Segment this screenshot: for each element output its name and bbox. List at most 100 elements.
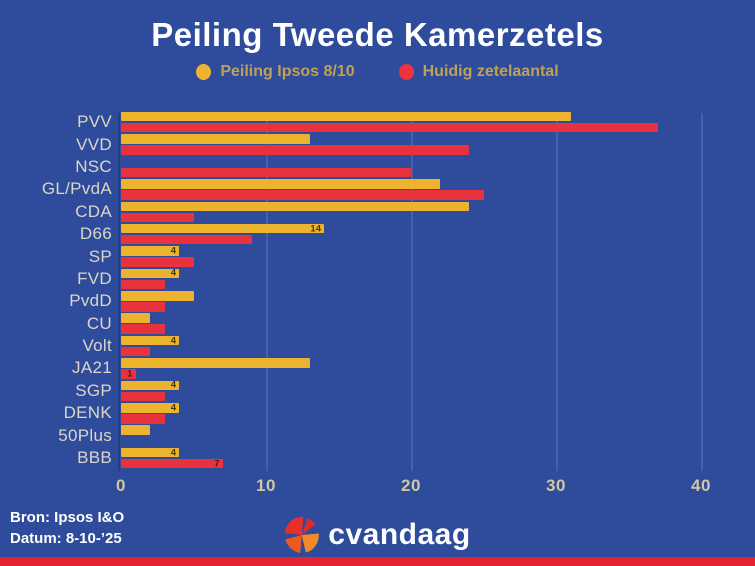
poll-bar-SGP: 4 xyxy=(121,381,179,391)
bar-value-label: 4 xyxy=(170,402,176,414)
poll-bar-DENK: 4 xyxy=(121,403,179,413)
poll-bar-FVD: 4 xyxy=(121,269,179,279)
poll-bar-PvdD xyxy=(121,291,194,301)
poll-bar-VVD xyxy=(121,134,310,144)
seat-bar-CU xyxy=(121,324,165,334)
source-text: Bron: Ipsos I&O xyxy=(10,509,125,526)
bar-group xyxy=(121,201,755,223)
chart-row-VVD: VVD xyxy=(0,133,755,155)
chart-row-JA21: JA21 1 xyxy=(0,357,755,379)
chart-legend: Peiling Ipsos 8/10 Huidig zetelaantal xyxy=(0,63,755,81)
bar-group xyxy=(121,313,755,335)
seat-bar-NSC xyxy=(121,167,411,178)
bar-group xyxy=(121,424,755,446)
chart-row-CU: CU xyxy=(0,313,755,335)
category-label: D66 xyxy=(79,224,112,244)
poll-bar-Volt: 4 xyxy=(121,336,179,346)
seat-bar-PvdD xyxy=(121,302,165,312)
bar-value-label: 7 xyxy=(214,457,220,469)
brand-name: cvandaag xyxy=(328,518,471,551)
x-tick-0: 0 xyxy=(116,476,126,495)
x-axis: 0 10 20 30 40 xyxy=(0,476,755,500)
seat-bar-GL/PvdA xyxy=(121,190,484,200)
bar-group xyxy=(121,178,755,200)
poll-bar-CU xyxy=(121,313,150,323)
chart-rows: PVV VVD NSC GL/PvdA CDA D66 14 SP 4 FVD 4 PvdD CU Vol… xyxy=(0,111,755,469)
poll-bar-BBB: 4 xyxy=(121,448,179,458)
poll-bar-D66: 14 xyxy=(121,224,324,234)
bar-value-label: 4 xyxy=(170,446,176,458)
bar-group: 4 xyxy=(121,245,755,267)
footer-source-block: Bron: Ipsos I&O Datum: 8-10-’25 xyxy=(10,507,124,549)
seat-bar-JA21: 1 xyxy=(121,369,136,379)
chart-row-BBB: BBB 4 7 xyxy=(0,447,755,469)
category-label: Volt xyxy=(82,336,112,356)
category-label: GL/PvdA xyxy=(41,179,112,199)
poll-bar-JA21 xyxy=(121,358,310,368)
seat-bar-DENK xyxy=(121,414,165,424)
poll-bar-CDA xyxy=(121,201,469,211)
chart-row-DENK: DENK 4 xyxy=(0,402,755,424)
chart-row-FVD: FVD 4 xyxy=(0,268,755,290)
date-text: Datum: 8-10-’25 xyxy=(10,530,122,547)
chart-row-CDA: CDA xyxy=(0,201,755,223)
brand: cvandaag xyxy=(281,514,471,556)
poll-bar-PVV xyxy=(121,111,571,122)
seat-bar-PVV xyxy=(121,122,658,133)
category-label: FVD xyxy=(77,268,112,288)
bar-chart: PVV VVD NSC GL/PvdA CDA D66 14 SP 4 FVD 4 PvdD CU Vol… xyxy=(0,111,755,495)
bar-group: 1 xyxy=(121,357,755,379)
bar-group xyxy=(121,111,755,133)
poll-bar-GL/PvdA xyxy=(121,179,440,189)
x-tick-10: 10 xyxy=(256,476,276,495)
category-label: BBB xyxy=(77,448,112,468)
bar-value-label: 4 xyxy=(170,334,176,346)
bar-value-label: 4 xyxy=(170,245,176,257)
category-label: SP xyxy=(88,246,112,266)
legend-label: Peiling Ipsos 8/10 xyxy=(220,63,355,80)
chart-row-PVV: PVV xyxy=(0,111,755,133)
poll-bar-50Plus xyxy=(121,425,150,435)
page-title: Peiling Tweede Kamerzetels xyxy=(151,16,604,53)
brand-logo-icon xyxy=(281,514,321,556)
chart-row-NSC: NSC xyxy=(0,156,755,178)
seat-bar-FVD xyxy=(121,279,165,290)
seat-bar-VVD xyxy=(121,145,469,155)
category-label: PVV xyxy=(77,112,112,132)
bar-group: 4 xyxy=(121,380,755,402)
seat-bar-SGP xyxy=(121,391,165,402)
category-label: SGP xyxy=(75,380,112,400)
seat-bar-D66 xyxy=(121,234,252,245)
category-label: CU xyxy=(86,313,112,333)
legend-item-1: Huidig zetelaantal xyxy=(398,63,559,81)
category-label: JA21 xyxy=(72,358,112,378)
seat-bar-SP xyxy=(121,257,194,267)
bar-group xyxy=(121,133,755,155)
legend-item-0: Peiling Ipsos 8/10 xyxy=(196,63,355,81)
chart-row-D66: D66 14 xyxy=(0,223,755,245)
category-label: DENK xyxy=(63,403,112,423)
x-tick-30: 30 xyxy=(546,476,566,495)
x-tick-20: 20 xyxy=(401,476,421,495)
bar-group xyxy=(121,156,755,178)
category-label: VVD xyxy=(76,134,112,154)
bar-group: 4 xyxy=(121,335,755,357)
legend-dot-icon xyxy=(196,64,212,80)
bar-group: 4 xyxy=(121,402,755,424)
seat-bar-CDA xyxy=(121,212,194,222)
chart-row-Volt: Volt 4 xyxy=(0,335,755,357)
bar-value-label: 4 xyxy=(170,267,176,279)
legend-dot-icon xyxy=(398,64,414,80)
seat-bar-BBB: 7 xyxy=(121,459,223,469)
chart-row-PvdD: PvdD xyxy=(0,290,755,312)
legend-label: Huidig zetelaantal xyxy=(422,63,559,80)
bar-group: 4 xyxy=(121,268,755,290)
bar-group xyxy=(121,290,755,312)
chart-row-SGP: SGP 4 xyxy=(0,380,755,402)
bar-value-label: 1 xyxy=(127,368,133,380)
seat-bar-Volt xyxy=(121,346,150,357)
bottom-accent-strip xyxy=(0,557,755,566)
category-label: NSC xyxy=(75,156,112,176)
chart-row-50Plus: 50Plus xyxy=(0,424,755,446)
